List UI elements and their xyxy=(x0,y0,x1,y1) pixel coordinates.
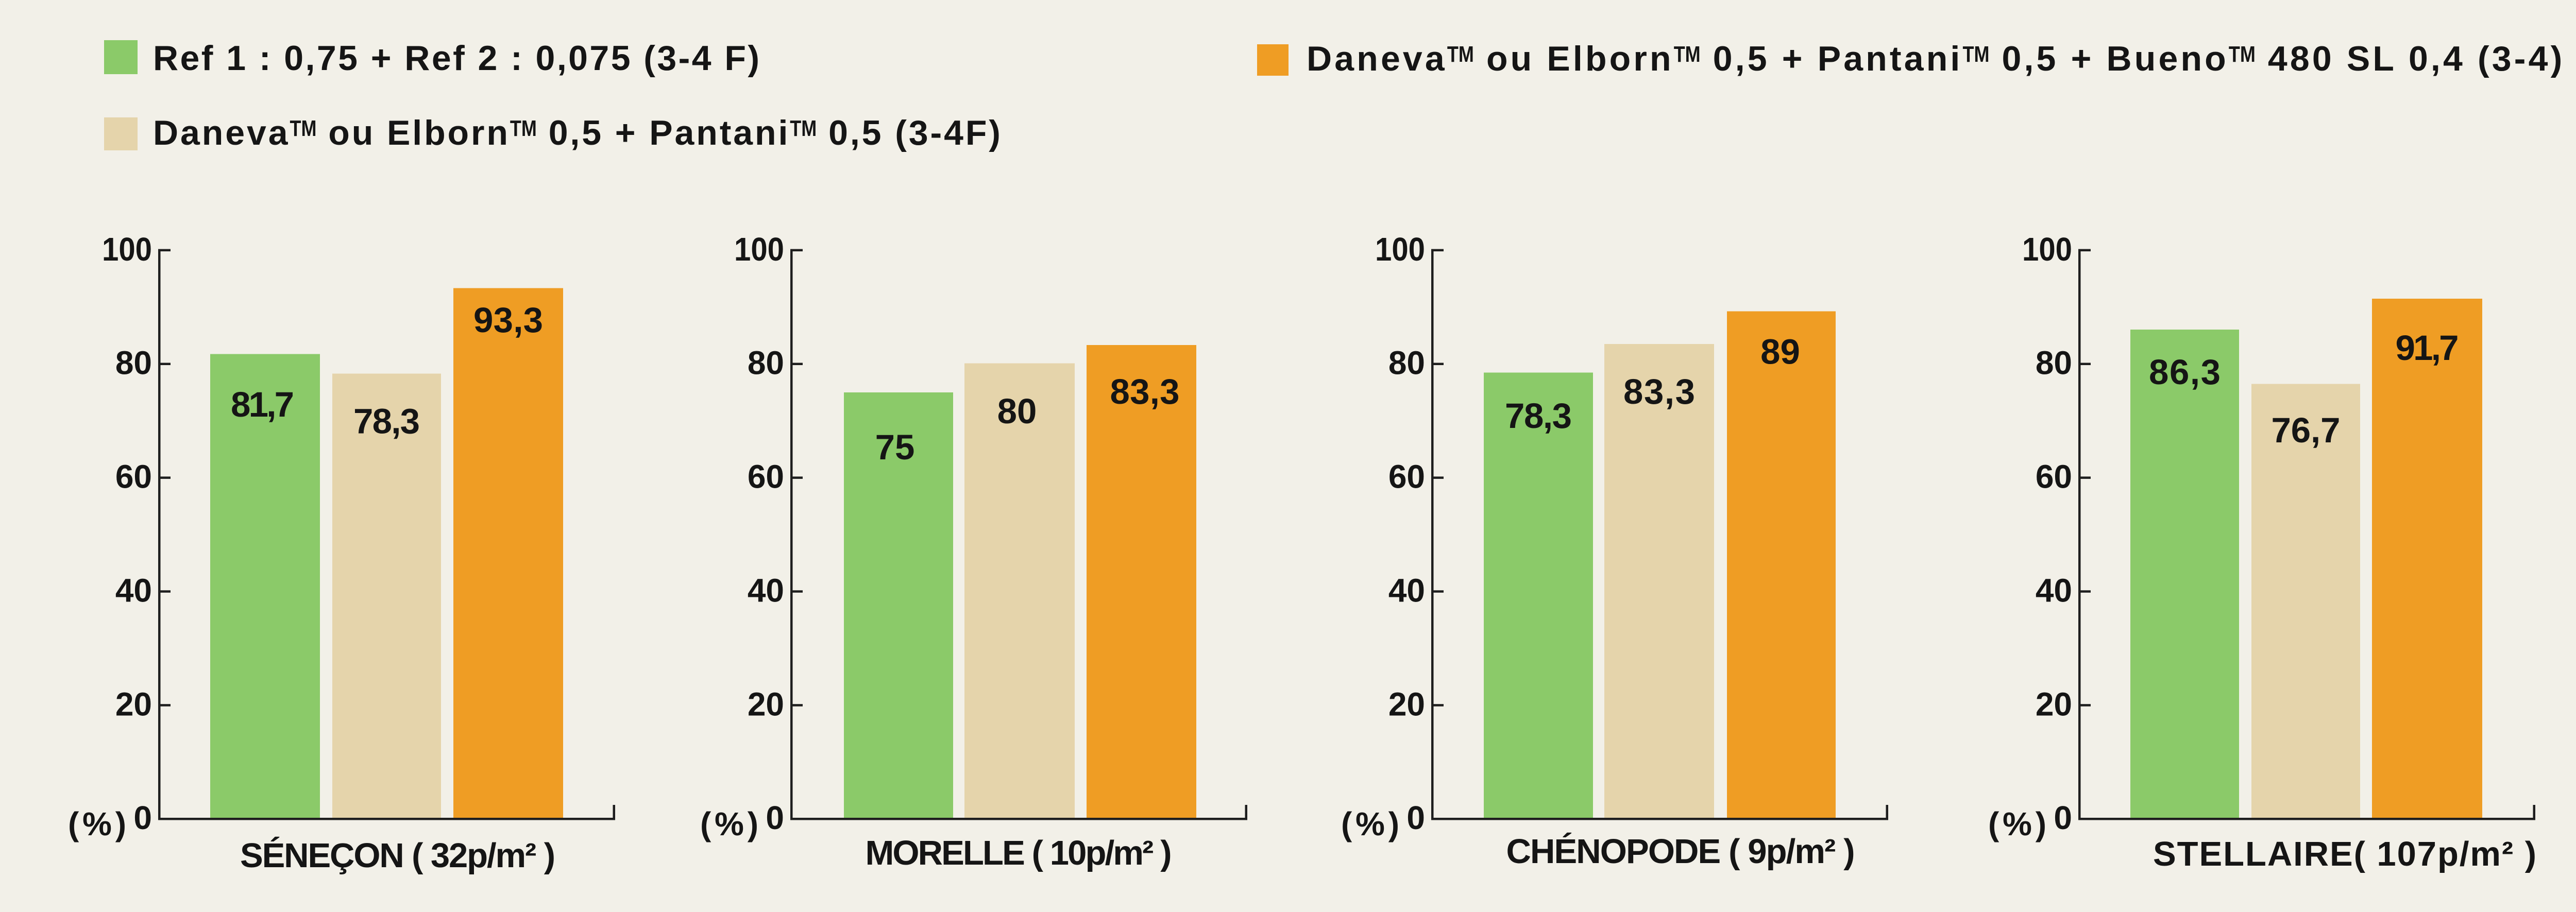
svg-text:20: 20 xyxy=(115,686,152,723)
svg-text:60: 60 xyxy=(748,458,784,495)
svg-text:0: 0 xyxy=(766,799,784,836)
svg-text:20: 20 xyxy=(1388,686,1425,723)
svg-text:80: 80 xyxy=(748,345,784,382)
svg-text:(%): (%) xyxy=(68,805,126,842)
svg-text:20: 20 xyxy=(748,686,784,723)
svg-text:100: 100 xyxy=(1375,231,1425,268)
svg-text:75: 75 xyxy=(875,427,915,467)
svg-text:100: 100 xyxy=(2022,231,2072,268)
svg-text:80: 80 xyxy=(115,345,152,382)
svg-text:80: 80 xyxy=(2036,345,2072,382)
svg-text:100: 100 xyxy=(734,231,784,268)
svg-text:40: 40 xyxy=(1388,572,1425,609)
svg-text:0: 0 xyxy=(133,799,152,836)
svg-text:60: 60 xyxy=(1388,458,1425,495)
svg-text:80: 80 xyxy=(1388,345,1425,382)
svg-text:(%): (%) xyxy=(1988,805,2046,842)
svg-text:CHÉNOPODE ( 9p/m² ): CHÉNOPODE ( 9p/m² ) xyxy=(1506,832,1855,871)
svg-text:78,3: 78,3 xyxy=(1505,396,1572,436)
svg-text:86,3: 86,3 xyxy=(2149,352,2221,392)
svg-text:91,7: 91,7 xyxy=(2396,328,2459,368)
svg-text:(%): (%) xyxy=(1341,805,1399,842)
svg-text:83,3: 83,3 xyxy=(1623,372,1695,411)
svg-text:(%): (%) xyxy=(700,805,758,842)
svg-text:DanevaTM ou ElbornTM 0,5 + Pan: DanevaTM ou ElbornTM 0,5 + PantaniTM 0,5… xyxy=(1307,39,2565,78)
svg-text:60: 60 xyxy=(115,458,152,495)
svg-text:20: 20 xyxy=(2036,686,2072,723)
svg-text:60: 60 xyxy=(2036,458,2072,495)
svg-text:0: 0 xyxy=(1406,799,1425,836)
svg-text:MORELLE ( 10p/m² ): MORELLE ( 10p/m² ) xyxy=(866,834,1172,872)
svg-text:78,3: 78,3 xyxy=(353,402,420,441)
svg-text:89: 89 xyxy=(1760,332,1800,372)
svg-text:80: 80 xyxy=(997,391,1037,431)
svg-text:40: 40 xyxy=(115,572,152,609)
svg-text:81,7: 81,7 xyxy=(231,385,294,424)
svg-text:40: 40 xyxy=(748,572,784,609)
svg-text:40: 40 xyxy=(2036,572,2072,609)
svg-text:100: 100 xyxy=(102,231,152,268)
svg-text:83,3: 83,3 xyxy=(1110,372,1180,411)
svg-text:76,7: 76,7 xyxy=(2272,410,2341,450)
svg-text:Ref 1 : 0,75 + Ref 2 : 0,075 (: Ref 1 : 0,75 + Ref 2 : 0,075 (3-4 F) xyxy=(153,39,759,78)
svg-text:93,3: 93,3 xyxy=(473,300,543,340)
svg-text:0: 0 xyxy=(2054,799,2072,836)
svg-text:DanevaTM ou ElbornTM 0,5 + Pan: DanevaTM ou ElbornTM 0,5 + PantaniTM 0,5… xyxy=(153,113,1003,152)
svg-text:STELLAIRE( 107p/m² ): STELLAIRE( 107p/m² ) xyxy=(2153,835,2536,873)
svg-text:SÉNEÇON ( 32p/m² ): SÉNEÇON ( 32p/m² ) xyxy=(240,836,555,875)
